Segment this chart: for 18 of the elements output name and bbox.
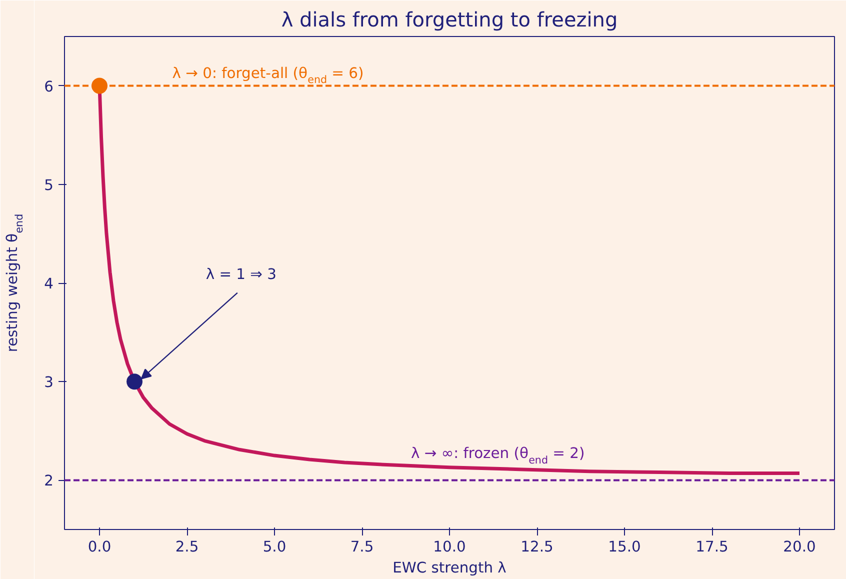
x-tick-label: 10.0 (433, 538, 466, 556)
y-axis-title: resting weight θend (4, 214, 26, 352)
x-tick-label: 0.0 (88, 538, 112, 556)
x-tick-label: 12.5 (520, 538, 554, 556)
y-tick-label: 3 (44, 374, 54, 392)
y-tick-label: 6 (44, 78, 54, 96)
x-tick-label: 15.0 (608, 538, 641, 556)
x-axis-title: EWC strength λ (392, 560, 507, 576)
x-tick-label: 2.5 (175, 538, 199, 556)
x-tick-label: 5.0 (262, 538, 286, 556)
x-tick-label: 17.5 (696, 538, 728, 556)
annotation: λ = 1 ⇒ 3 (206, 266, 276, 283)
x-tick-label: 20.0 (783, 538, 816, 556)
x-tick-label: 7.5 (350, 538, 374, 556)
y-tick-label: 4 (44, 276, 54, 292)
y-tick-label: 5 (44, 176, 54, 194)
chart-title: λ dials from forgetting to freezing (281, 8, 618, 32)
y-tick-label: 2 (44, 472, 54, 490)
